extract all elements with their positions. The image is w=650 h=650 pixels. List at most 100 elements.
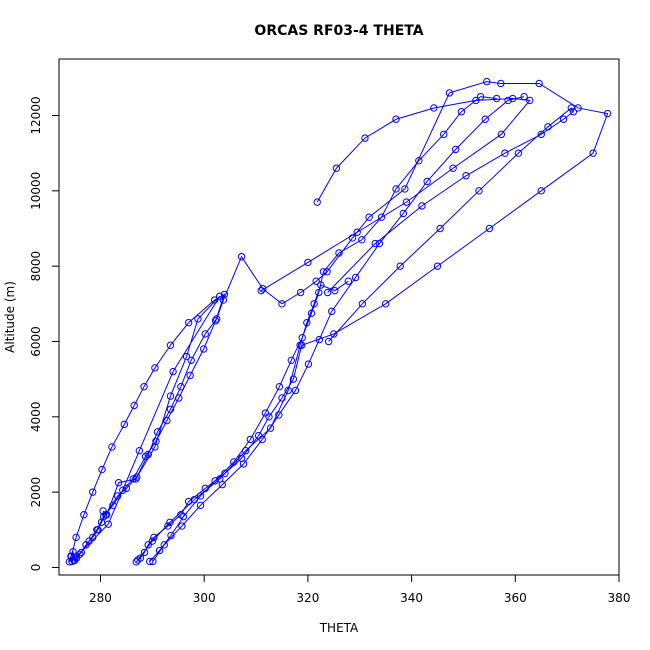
data-point (218, 480, 227, 489)
data-point (358, 236, 366, 244)
data-point (335, 249, 343, 257)
data-point (436, 224, 444, 233)
data-point (221, 469, 229, 478)
data-point (103, 511, 111, 519)
data-point (569, 108, 578, 116)
data-point (475, 187, 483, 195)
data-point (130, 401, 138, 410)
data-point (134, 556, 142, 564)
data-point (69, 556, 78, 564)
data-point (80, 511, 88, 519)
data-point (261, 409, 270, 417)
series-line-6 (152, 96, 525, 562)
data-point (151, 443, 159, 451)
series-line-3 (73, 295, 221, 561)
data-point (497, 130, 505, 139)
data-point (179, 512, 188, 521)
data-point (509, 94, 517, 103)
data-point (108, 443, 116, 451)
y-tick-label: 0 (29, 564, 43, 572)
data-point (353, 228, 361, 236)
data-point (332, 164, 341, 172)
data-point (423, 177, 431, 186)
data-point (418, 202, 426, 210)
y-tick-label: 12000 (29, 96, 43, 134)
data-point (93, 526, 101, 534)
data-point (140, 548, 149, 557)
data-point (239, 460, 248, 468)
data-point (237, 253, 246, 261)
data-point (537, 187, 545, 195)
y-axis-label: Altitude (m) (3, 281, 17, 353)
data-point (392, 185, 400, 193)
data-point (169, 367, 177, 376)
y-tick-label: 10000 (29, 172, 43, 210)
data-point (113, 492, 122, 500)
data-point (381, 300, 390, 308)
y-tick-label: 4000 (29, 402, 43, 433)
data-point (330, 330, 338, 338)
data-point (266, 424, 275, 432)
data-point (230, 458, 238, 466)
data-point (196, 501, 205, 510)
series-line-7 (327, 107, 575, 342)
data-point (166, 518, 174, 526)
data-point (275, 411, 283, 419)
data-point (603, 109, 612, 118)
data-point (433, 262, 442, 270)
data-point (296, 288, 305, 297)
data-point (182, 352, 191, 361)
data-point (430, 104, 438, 112)
x-tick-label: 300 (193, 591, 216, 605)
x-axis-label: THETA (319, 621, 359, 635)
data-point (315, 335, 323, 344)
data-point (257, 286, 265, 295)
data-point (304, 360, 313, 368)
data-point (526, 96, 534, 105)
data-point (312, 277, 320, 285)
data-point (196, 492, 205, 500)
data-point (160, 541, 168, 549)
data-point (392, 115, 400, 123)
data-point (258, 435, 266, 444)
data-point (132, 475, 140, 483)
data-point (278, 300, 286, 308)
data-point (201, 330, 209, 338)
data-point (149, 557, 157, 566)
data-point (415, 156, 423, 165)
data-point (135, 447, 144, 455)
data-point (184, 318, 193, 327)
data-point (220, 290, 229, 299)
y-tick-label: 6000 (29, 326, 43, 357)
data-point (287, 356, 295, 365)
data-point (175, 394, 183, 402)
data-point (567, 104, 575, 112)
data-point (194, 315, 202, 323)
data-point (298, 334, 306, 342)
data-point (155, 546, 164, 555)
data-point (216, 292, 224, 300)
y-tick-label: 2000 (29, 477, 43, 508)
data-point (445, 89, 454, 97)
data-point (371, 239, 379, 248)
data-point (120, 420, 129, 429)
data-point (396, 262, 404, 270)
data-point (313, 198, 321, 206)
series-line-8 (260, 98, 531, 292)
data-point (351, 273, 360, 282)
data-point (449, 164, 457, 172)
data-point (129, 475, 137, 483)
series-line-4 (137, 280, 349, 561)
chart-title: ORCAS RF03-4 THETA (254, 23, 423, 39)
data-point (284, 386, 292, 395)
x-tick-label: 320 (296, 591, 319, 605)
series-line-2 (70, 293, 226, 562)
data-point (140, 382, 148, 391)
data-point (167, 531, 175, 540)
data-point (98, 465, 106, 474)
data-point (275, 382, 284, 391)
data-point (451, 145, 460, 154)
data-point (199, 345, 208, 353)
x-tick-label: 340 (400, 591, 423, 605)
